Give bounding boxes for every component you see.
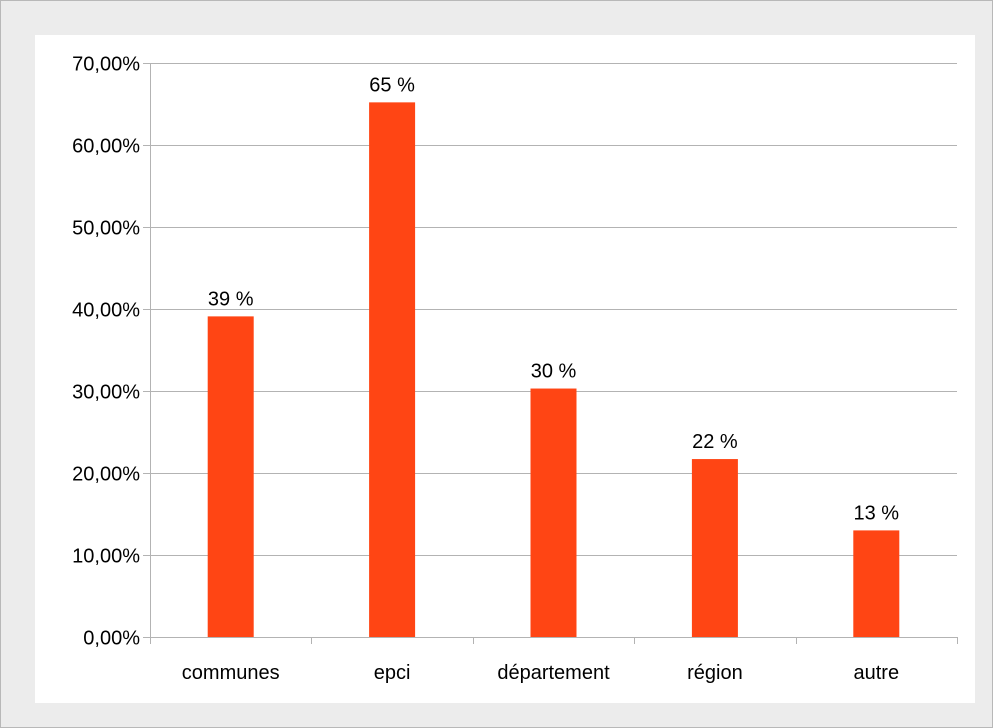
data-label: 39 %: [208, 288, 254, 310]
x-category-label: autre: [854, 662, 900, 684]
bar-département: [530, 388, 577, 637]
x-category-label: epci: [374, 662, 411, 684]
bar-epci: [369, 102, 416, 638]
bar-région: [691, 459, 738, 637]
y-tick-label: 30,00%: [72, 382, 140, 404]
data-label: 22 %: [692, 431, 738, 453]
y-tick-label: 60,00%: [72, 136, 140, 158]
data-label: 13 %: [854, 502, 900, 524]
y-tick-label: 40,00%: [72, 300, 140, 322]
y-tick-label: 70,00%: [72, 54, 140, 76]
y-tick-label: 50,00%: [72, 218, 140, 240]
bars: [207, 102, 900, 638]
x-category-label: département: [497, 662, 610, 684]
chart-background: [35, 35, 975, 703]
y-tick-label: 20,00%: [72, 464, 140, 486]
x-category-label: région: [687, 662, 743, 684]
data-label: 30 %: [531, 361, 577, 383]
labels: 0,00% 10,00% 20,00% 30,00% 40,00% 50,00% 60,00…: [72, 54, 899, 685]
axes: [143, 63, 958, 644]
x-category-label: communes: [182, 662, 280, 684]
y-tick-label: 10,00%: [72, 546, 140, 568]
bar-autre: [853, 530, 900, 637]
y-tick-label: 0,00%: [83, 628, 140, 650]
data-label: 65 %: [369, 74, 415, 96]
bar-communes: [207, 316, 254, 637]
